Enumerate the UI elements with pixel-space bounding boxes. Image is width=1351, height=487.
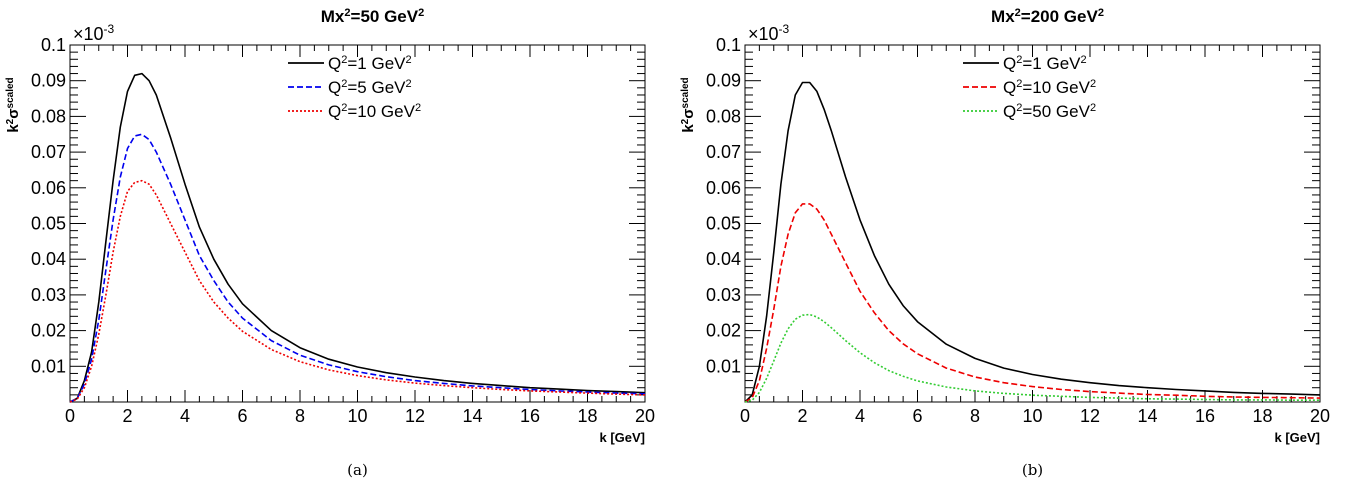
y-axis-label: k2σscaled bbox=[680, 77, 698, 132]
x-tick-label: 16 bbox=[520, 406, 540, 426]
y-tick-label: 0.03 bbox=[31, 285, 66, 305]
series-line-3 bbox=[69, 179, 646, 403]
chart-title: Mx2=200 GeV2 bbox=[991, 7, 1104, 26]
x-tick-label: 16 bbox=[1195, 406, 1215, 426]
x-tick-label: 0 bbox=[65, 406, 75, 426]
legend-entry-1: Q2=1 GeV2 bbox=[328, 54, 412, 73]
x-tick-label: 10 bbox=[347, 406, 367, 426]
y-tick-label: 0.08 bbox=[31, 106, 66, 126]
y-tick-label: 0.05 bbox=[706, 214, 741, 234]
y-tick-label: 0.08 bbox=[706, 106, 741, 126]
y-tick-label: 0.02 bbox=[706, 321, 741, 341]
chart-panel-a: Mx2=50 GeV2 0 2 4 6 8 10 12 14 16 18 20 0.01 0.02 0.03… bbox=[5, 7, 656, 479]
x-tick-label: 18 bbox=[1252, 406, 1272, 426]
x-axis-label: k [GeV] bbox=[1274, 430, 1320, 445]
series-line-1 bbox=[744, 81, 1321, 403]
chart-title: Mx2=50 GeV2 bbox=[321, 7, 424, 26]
x-tick-label: 2 bbox=[122, 406, 132, 426]
legend-entry-2: Q2=10 GeV2 bbox=[1003, 78, 1096, 97]
plot-frame bbox=[744, 44, 1321, 403]
y-tick-label: 0.02 bbox=[31, 321, 66, 341]
y-tick-label: 0.05 bbox=[31, 214, 66, 234]
figure-caption: (b) bbox=[1022, 461, 1043, 479]
series-line-2 bbox=[744, 203, 1321, 403]
y-tick-label: 0.03 bbox=[706, 285, 741, 305]
x-tick-label: 12 bbox=[1080, 406, 1100, 426]
x-tick-label: 18 bbox=[577, 406, 597, 426]
y-tick-label: 0.07 bbox=[706, 142, 741, 162]
y-tick-label: 0.01 bbox=[706, 356, 741, 376]
x-tick-label: 2 bbox=[797, 406, 807, 426]
x-tick-label: 14 bbox=[1137, 406, 1157, 426]
series-line-3 bbox=[744, 313, 1320, 403]
y-tick-label: 0.04 bbox=[706, 249, 741, 269]
x-tick-label: 8 bbox=[970, 406, 980, 426]
figure-caption: (a) bbox=[347, 461, 368, 479]
x-tick-label: 6 bbox=[912, 406, 922, 426]
y-tick-label: 0.01 bbox=[31, 356, 66, 376]
x-tick-label: 6 bbox=[237, 406, 247, 426]
x-tick-label: 14 bbox=[462, 406, 482, 426]
legend-entry-1: Q2=1 GeV2 bbox=[1003, 54, 1087, 73]
y-tick-label: 0.09 bbox=[706, 71, 741, 91]
y-multiplier-label: ×10-3 bbox=[73, 22, 115, 44]
x-tick-label: 0 bbox=[740, 406, 750, 426]
legend-entry-2: Q2=5 GeV2 bbox=[328, 78, 412, 97]
x-tick-label: 20 bbox=[1310, 406, 1330, 426]
x-axis-label: k [GeV] bbox=[599, 430, 645, 445]
y-tick-label: 0.04 bbox=[31, 249, 66, 269]
legend-entry-3: Q2=10 GeV2 bbox=[328, 102, 421, 121]
x-tick-label: 8 bbox=[295, 406, 305, 426]
series-line-2 bbox=[69, 133, 646, 403]
y-axis-label: k2σscaled bbox=[5, 77, 23, 132]
chart-panel-b: Mx2=200 GeV2 0 2 4 6 8 10 12 14 16 18 20 0.01 0.02 0.0… bbox=[680, 7, 1331, 479]
y-tick-label: 0.06 bbox=[31, 178, 66, 198]
x-tick-label: 10 bbox=[1022, 406, 1042, 426]
legend-entry-3: Q2=50 GeV2 bbox=[1003, 102, 1096, 121]
x-tick-label: 4 bbox=[180, 406, 190, 426]
x-tick-label: 4 bbox=[855, 406, 865, 426]
y-tick-label: 0.09 bbox=[31, 71, 66, 91]
series-line-1 bbox=[69, 72, 646, 403]
y-tick-label: 0.1 bbox=[41, 35, 66, 55]
x-tick-label: 20 bbox=[635, 406, 655, 426]
y-tick-label: 0.07 bbox=[31, 142, 66, 162]
y-multiplier-label: ×10-3 bbox=[748, 22, 790, 44]
x-tick-label: 12 bbox=[405, 406, 425, 426]
y-tick-label: 0.1 bbox=[716, 35, 741, 55]
y-tick-label: 0.06 bbox=[706, 178, 741, 198]
plot-frame bbox=[69, 44, 646, 403]
